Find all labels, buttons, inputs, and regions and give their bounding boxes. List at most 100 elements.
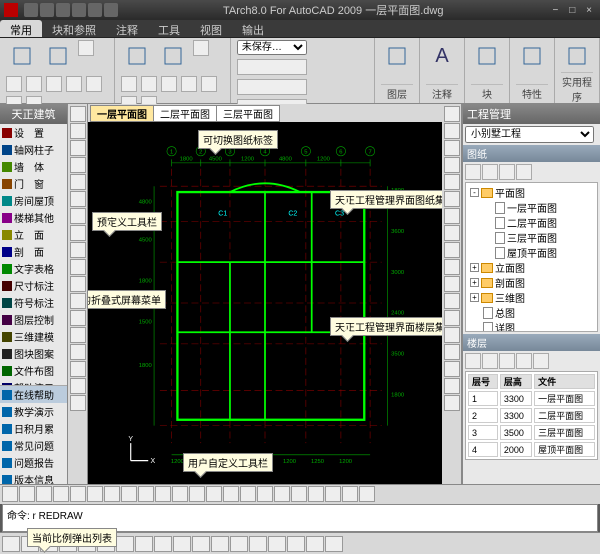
bottom-tool-button[interactable] [70, 486, 86, 502]
tree-node[interactable]: 屋顶平面图 [468, 245, 595, 260]
property-picker[interactable] [237, 59, 307, 75]
bottom-tool-button[interactable] [257, 486, 273, 502]
tool-button[interactable] [444, 106, 460, 122]
props-icon[interactable] [516, 40, 548, 72]
ribbon-tool-icon[interactable] [161, 76, 177, 92]
status-button[interactable] [154, 536, 172, 552]
tool-button[interactable] [444, 191, 460, 207]
tianzheng-pinned-item[interactable]: 常见问题 [0, 437, 67, 454]
tree-tool-icon[interactable] [516, 164, 532, 180]
bottom-tool-button[interactable] [189, 486, 205, 502]
tree-node[interactable]: -平面图 [468, 185, 595, 200]
status-button[interactable] [192, 536, 210, 552]
col-header[interactable]: 层高 [500, 374, 532, 389]
qat-open-icon[interactable] [40, 3, 54, 17]
tool-button[interactable] [444, 225, 460, 241]
col-header[interactable]: 文件 [534, 374, 595, 389]
tool-button[interactable] [444, 395, 460, 411]
tianzheng-pinned-item[interactable]: 版本信息 [0, 471, 67, 484]
tianzheng-item[interactable]: 文件布图 [0, 362, 67, 379]
util-icon[interactable] [561, 40, 593, 72]
bottom-tool-button[interactable] [308, 486, 324, 502]
ribbon-tool-icon[interactable] [141, 76, 157, 92]
ribbon-tool-icon[interactable] [121, 76, 137, 92]
move-icon[interactable] [121, 40, 153, 72]
tree-node[interactable]: 二层平面图 [468, 215, 595, 230]
ribbon-tool-icon[interactable] [86, 76, 102, 92]
layer-tool-icon[interactable] [499, 353, 515, 369]
layer-dropdown[interactable]: 未保存… [237, 40, 307, 55]
tool-button[interactable] [70, 310, 86, 326]
tool-button[interactable] [70, 361, 86, 377]
bottom-tool-button[interactable] [121, 486, 137, 502]
tool-button[interactable] [444, 344, 460, 360]
tool-button[interactable] [70, 225, 86, 241]
tree-node[interactable]: +立面图 [468, 260, 595, 275]
col-header[interactable]: 层号 [468, 374, 498, 389]
tianzheng-item[interactable]: 立 面 [0, 226, 67, 243]
ribbon-tab[interactable]: 常用 [0, 20, 42, 37]
ribbon-tool-icon[interactable] [46, 76, 62, 92]
qat-undo-icon[interactable] [72, 3, 86, 17]
tool-button[interactable] [444, 123, 460, 139]
block-icon[interactable] [471, 40, 503, 72]
tianzheng-item[interactable]: 轴网柱子 [0, 141, 67, 158]
bottom-tool-button[interactable] [172, 486, 188, 502]
bottom-tool-button[interactable] [325, 486, 341, 502]
ribbon-tab[interactable]: 工具 [148, 20, 190, 37]
qat-save-icon[interactable] [56, 3, 70, 17]
tianzheng-pinned-item[interactable]: 教学演示 [0, 403, 67, 420]
tree-tool-icon[interactable] [499, 164, 515, 180]
tianzheng-pinned-item[interactable]: 在线帮助 [0, 386, 67, 403]
qat-redo-icon[interactable] [88, 3, 102, 17]
sheet-tab[interactable]: 三层平面图 [216, 105, 280, 122]
tool-button[interactable] [444, 174, 460, 190]
bottom-tool-button[interactable] [36, 486, 52, 502]
ribbon-tab[interactable]: 视图 [190, 20, 232, 37]
rotate-icon[interactable] [157, 40, 189, 72]
tool-button[interactable] [444, 157, 460, 173]
tool-button[interactable] [70, 191, 86, 207]
tree-node[interactable]: 总图 [468, 305, 595, 320]
table-row[interactable]: 13300一层平面图 [468, 391, 595, 406]
qat-new-icon[interactable] [24, 3, 38, 17]
expand-icon[interactable]: + [470, 263, 479, 272]
sheet-tab[interactable]: 一层平面图 [90, 105, 154, 122]
status-button[interactable] [268, 536, 286, 552]
tianzheng-item[interactable]: 门 窗 [0, 175, 67, 192]
sheet-tab[interactable]: 二层平面图 [153, 105, 217, 122]
expand-icon[interactable]: - [470, 188, 479, 197]
ribbon-tool-icon[interactable] [6, 76, 22, 92]
bottom-tool-button[interactable] [223, 486, 239, 502]
status-button[interactable] [325, 536, 343, 552]
tool-button[interactable] [444, 361, 460, 377]
command-line[interactable]: 命令: r REDRAW 当前比例弹出列表 [2, 504, 598, 532]
bottom-tool-button[interactable] [53, 486, 69, 502]
status-button[interactable] [287, 536, 305, 552]
tool-button[interactable] [444, 242, 460, 258]
bottom-tool-button[interactable] [240, 486, 256, 502]
tianzheng-item[interactable]: 三维建模 [0, 328, 67, 345]
bottom-tool-button[interactable] [155, 486, 171, 502]
bottom-tool-button[interactable] [104, 486, 120, 502]
tool-button[interactable] [444, 310, 460, 326]
qat-print-icon[interactable] [104, 3, 118, 17]
status-button[interactable] [230, 536, 248, 552]
maximize-button[interactable]: □ [565, 4, 579, 16]
tool-button[interactable] [70, 259, 86, 275]
tool-button[interactable] [444, 293, 460, 309]
table-row[interactable]: 42000屋顶平面图 [468, 442, 595, 457]
tool-button[interactable] [70, 293, 86, 309]
tool-button[interactable] [70, 395, 86, 411]
tree-node[interactable]: 详图 [468, 320, 595, 332]
tree-node[interactable]: +三维图 [468, 290, 595, 305]
tool-button[interactable] [70, 276, 86, 292]
tool-button[interactable] [444, 259, 460, 275]
close-button[interactable]: × [582, 4, 596, 16]
tool-button[interactable] [444, 276, 460, 292]
tianzheng-item[interactable]: 房间屋顶 [0, 192, 67, 209]
tree-node[interactable]: +剖面图 [468, 275, 595, 290]
tree-tool-icon[interactable] [482, 164, 498, 180]
tool-button[interactable] [70, 157, 86, 173]
bottom-tool-button[interactable] [206, 486, 222, 502]
